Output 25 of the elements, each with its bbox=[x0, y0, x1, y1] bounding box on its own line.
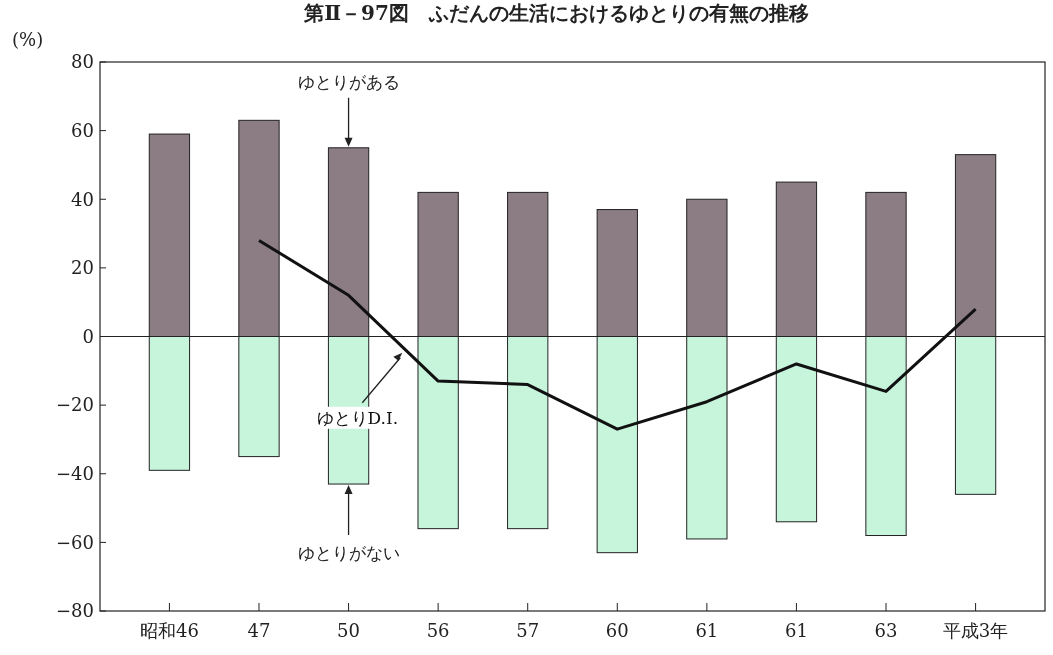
x-tick-label: 63 bbox=[874, 620, 898, 641]
y-tick-label: −20 bbox=[56, 394, 94, 416]
x-tick-label: 平成3年 bbox=[942, 620, 1009, 641]
y-tick-label: 40 bbox=[71, 188, 94, 210]
y-axis-title: (%) bbox=[12, 29, 44, 50]
x-tick-label: 昭和46 bbox=[139, 620, 199, 641]
y-tick-label: 20 bbox=[71, 257, 94, 279]
y-tick-label: −80 bbox=[56, 600, 94, 622]
x-tick-label: 50 bbox=[337, 620, 361, 641]
text: ゆとりD.I. bbox=[316, 407, 399, 428]
x-tick-label: 60 bbox=[605, 620, 629, 641]
series-label: ゆとりがある bbox=[297, 71, 400, 92]
y-tick-label: −40 bbox=[56, 463, 94, 485]
x-tick-label: 47 bbox=[247, 620, 271, 641]
y-tick-label: 0 bbox=[82, 325, 94, 347]
x-tick-label: 61 bbox=[695, 620, 719, 641]
line-series bbox=[257, 238, 978, 431]
x-tick-label: 57 bbox=[516, 620, 540, 641]
series-label: ゆとりがない bbox=[297, 543, 400, 564]
y-tick-label: −60 bbox=[56, 531, 94, 553]
chart-title: 第Ⅱ－97図 ふだんの生活におけるゆとりの有無の推移 bbox=[303, 1, 809, 25]
y-tick-label: 60 bbox=[71, 119, 94, 141]
x-tick-label: 56 bbox=[426, 620, 450, 641]
x-tick-label: 61 bbox=[784, 620, 808, 641]
y-tick-label: 80 bbox=[71, 51, 94, 73]
